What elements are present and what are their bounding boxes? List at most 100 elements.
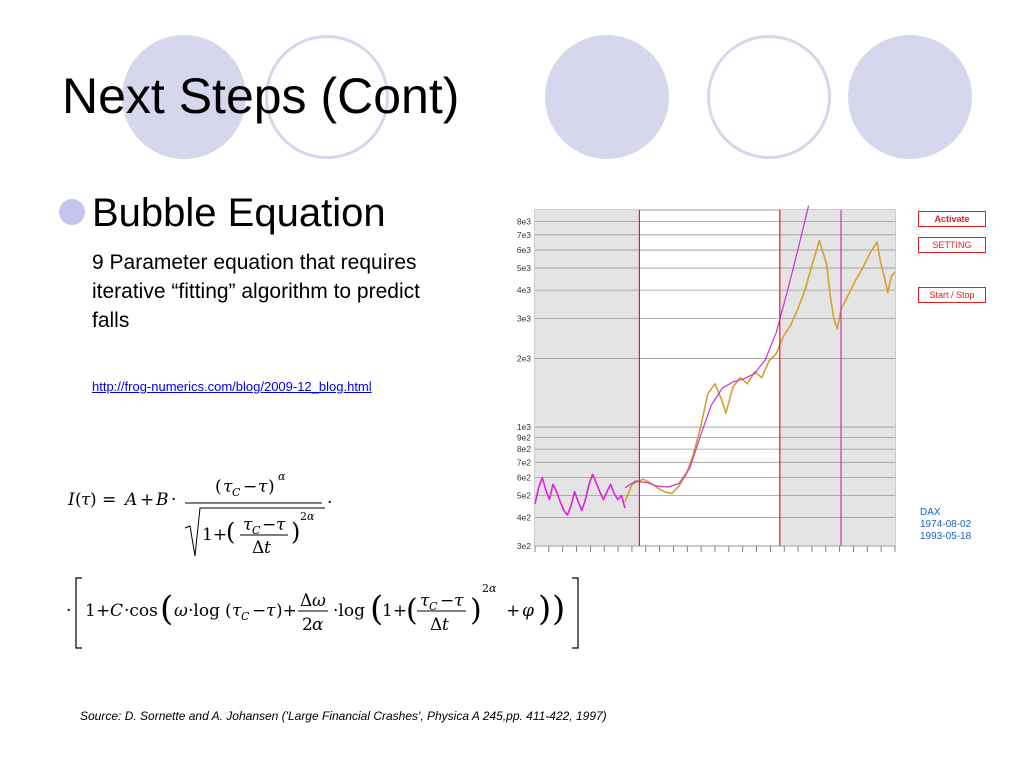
svg-text:τ: τ	[232, 601, 242, 621]
chart-background	[534, 209, 896, 547]
svg-text:B: B	[155, 490, 169, 510]
svg-text:t: t	[442, 615, 449, 635]
svg-text:τ: τ	[243, 515, 253, 535]
svg-text:−: −	[252, 601, 266, 621]
svg-text:2: 2	[302, 615, 313, 635]
svg-text:(: (	[215, 477, 222, 497]
svg-text:α: α	[307, 510, 315, 523]
svg-text:C: C	[252, 524, 261, 537]
svg-text:A: A	[123, 490, 137, 510]
svg-text:(: (	[225, 601, 232, 621]
source-citation: Source: D. Sornette and A. Johansen ('La…	[80, 709, 607, 723]
svg-text:(: (	[226, 518, 235, 546]
svg-text:(: (	[160, 589, 173, 629]
decor-circle-2	[265, 35, 389, 159]
svg-text:1+: 1+	[382, 601, 407, 621]
y-tick-label: 7e2	[517, 457, 531, 467]
svg-text:τ: τ	[420, 591, 430, 611]
svg-text:−: −	[243, 477, 257, 497]
svg-text:C: C	[232, 486, 241, 499]
svg-text:Δ: Δ	[252, 538, 264, 558]
series-fit_curve	[624, 205, 810, 489]
svg-text:·: ·	[66, 601, 71, 621]
y-tick-label: 6e2	[517, 473, 531, 483]
svg-text:I: I	[67, 490, 75, 510]
svg-text:α: α	[312, 615, 324, 635]
series-price_early	[534, 473, 626, 516]
svg-text:α: α	[278, 470, 286, 483]
svg-text:1+: 1+	[202, 525, 227, 545]
shaded-region-1	[779, 210, 895, 546]
svg-text:τ: τ	[81, 490, 91, 510]
svg-text:τ: τ	[454, 591, 464, 611]
decor-circle-1	[122, 35, 246, 159]
svg-text:·cos: ·cos	[124, 601, 158, 621]
svg-text:C: C	[429, 600, 438, 613]
svg-text:2: 2	[482, 582, 489, 595]
svg-text:+: +	[140, 490, 154, 510]
y-tick-label: 2e3	[517, 354, 531, 364]
svg-text:): )	[268, 477, 275, 497]
y-tick-label: 3e3	[517, 314, 531, 324]
svg-text:): )	[470, 593, 482, 628]
svg-text:φ: φ	[522, 601, 534, 621]
chart-event-lines	[638, 210, 842, 546]
y-tick-label: 8e2	[517, 444, 531, 454]
svg-text:τ: τ	[223, 477, 233, 497]
y-tick-label: 4e3	[517, 285, 531, 295]
chart-gridlines	[535, 221, 895, 547]
svg-text:τ: τ	[276, 515, 286, 535]
y-tick-label: 8e3	[517, 217, 531, 227]
svg-text:(: (	[370, 589, 383, 629]
y-tick-label: 5e2	[517, 491, 531, 501]
svg-text:C: C	[110, 601, 123, 621]
svg-text:2: 2	[300, 510, 307, 523]
svg-text:C: C	[241, 610, 250, 623]
svg-text:(: (	[406, 593, 418, 628]
svg-text:)+: )+	[276, 601, 297, 621]
y-tick-label: 7e3	[517, 230, 531, 240]
svg-text:ω: ω	[312, 591, 326, 611]
y-tick-label: 6e3	[517, 245, 531, 255]
y-tick-label: 9e2	[517, 432, 531, 442]
svg-text:): )	[291, 518, 300, 546]
svg-text:ω: ω	[174, 601, 188, 621]
chart-x-ticks	[534, 546, 896, 552]
svg-text:·: ·	[327, 493, 332, 513]
svg-text:τ: τ	[266, 601, 276, 621]
svg-text:): )	[552, 589, 565, 629]
svg-text:α: α	[489, 582, 497, 595]
svg-text:−: −	[440, 591, 454, 611]
svg-text:): )	[538, 589, 551, 629]
legend-start-date: 1974-08-02	[920, 519, 972, 530]
y-tick-label: 1e3	[517, 422, 531, 432]
svg-text:τ: τ	[258, 477, 268, 497]
decor-circle-4	[707, 35, 831, 159]
svg-text:−: −	[262, 515, 276, 535]
svg-text:Δ: Δ	[430, 615, 442, 635]
series-price_late	[624, 239, 896, 502]
slide-title: Next Steps (Cont)	[62, 68, 460, 124]
y-tick-label: 5e3	[517, 263, 531, 273]
setting-button[interactable]: SETTING	[918, 237, 986, 253]
bubble-equation: I ( τ ) = A + B · ( τ C − τ ) α 1+ ( τ C…	[66, 470, 579, 649]
bullet-icon	[59, 199, 85, 225]
source-link[interactable]: http://frog-numerics.com/blog/2009-12_bl…	[92, 379, 372, 394]
legend-end-date: 1993-05-18	[920, 531, 972, 542]
chart-series-group	[534, 205, 896, 516]
svg-text:·log: ·log	[188, 601, 220, 621]
activate-button[interactable]: Activate	[918, 211, 986, 227]
bullet-description: 9 Parameter equation that requires itera…	[92, 251, 420, 332]
y-tick-label: 3e2	[517, 541, 531, 551]
svg-text:t: t	[264, 538, 271, 558]
start-stop-button[interactable]: Start / Stop	[918, 287, 986, 303]
svg-text:1+: 1+	[85, 601, 110, 621]
decor-circle-3	[545, 35, 669, 159]
svg-text:) =: ) =	[90, 490, 116, 510]
svg-text:·: ·	[171, 490, 176, 510]
legend-index: DAX	[920, 507, 941, 518]
svg-text:Δ: Δ	[300, 591, 312, 611]
svg-text:·log: ·log	[333, 601, 365, 621]
